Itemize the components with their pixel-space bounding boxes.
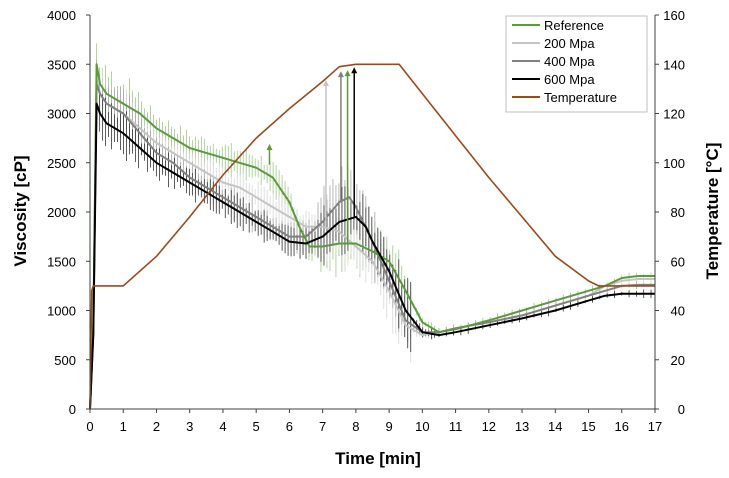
y-axis-title: Viscosity [cP] <box>11 155 30 266</box>
x-tick-label: 17 <box>648 419 662 434</box>
legend-label-400-mpa: 400 Mpa <box>544 54 595 69</box>
legend-label-200-mpa: 200 Mpa <box>544 36 595 51</box>
series-line-400-mpa <box>89 83 655 410</box>
x-axis-title: Time [min] <box>335 449 421 468</box>
y-tick-label: 3000 <box>47 107 76 122</box>
arrow-reference <box>344 70 351 244</box>
x-tick-label: 3 <box>186 419 193 434</box>
series-line-temperature <box>89 63 655 410</box>
x-tick-label: 10 <box>415 419 429 434</box>
y2-tick-label: 40 <box>671 304 685 319</box>
annotation-arrows <box>266 67 358 244</box>
y-tick-label: 3500 <box>47 57 76 72</box>
x-tick-label: 9 <box>386 419 393 434</box>
y-tick-label: 2500 <box>47 156 76 171</box>
arrow-reference <box>266 144 273 165</box>
arrow-head <box>322 79 329 86</box>
x-tick-label: 12 <box>482 419 496 434</box>
y2-tick-label: 20 <box>671 353 685 368</box>
x-tick-label: 4 <box>219 419 226 434</box>
y-tick-label: 1000 <box>47 304 76 319</box>
x-tick-label: 7 <box>319 419 326 434</box>
y2-tick-label: 60 <box>671 254 685 269</box>
x-tick-label: 13 <box>515 419 529 434</box>
arrow-head <box>344 70 351 77</box>
y-tick-label: 1500 <box>47 254 76 269</box>
legend-label-600-mpa: 600 Mpa <box>544 72 595 87</box>
y2-tick-label: 120 <box>663 107 685 122</box>
x-tick-label: 11 <box>449 419 463 434</box>
arrow-head <box>266 144 273 151</box>
x-tick-label: 6 <box>286 419 293 434</box>
y2-tick-label: 140 <box>663 57 685 72</box>
y-tick-label: 0 <box>69 402 76 417</box>
series-lines <box>89 63 655 410</box>
x-tick-label: 1 <box>120 419 127 434</box>
arrow-200-mpa <box>322 79 329 227</box>
series-line-600-mpa <box>89 102 655 410</box>
x-tick-label: 5 <box>253 419 260 434</box>
y2-tick-label: 80 <box>671 205 685 220</box>
arrow-400-mpa <box>337 71 344 203</box>
legend: Reference 200 Mpa 400 Mpa 600 Mpa Temperatur… <box>505 15 648 113</box>
y2-tick-label: 160 <box>663 8 685 23</box>
x-tick-label: 2 <box>153 419 160 434</box>
series-line-reference <box>89 63 655 410</box>
x-tick-label: 15 <box>581 419 595 434</box>
axes <box>86 14 659 413</box>
x-tick-label: 16 <box>615 419 629 434</box>
x-tick-label: 8 <box>352 419 359 434</box>
y2-tick-label: 100 <box>663 156 685 171</box>
tick-labels: 0 1 2 3 4 5 6 7 8 9 10 11 12 13 14 15 16 1705001000150020… <box>47 8 685 434</box>
x-tick-label: 0 <box>86 419 93 434</box>
arrow-head <box>337 71 344 78</box>
y-tick-label: 4000 <box>47 8 76 23</box>
y2-tick-label: 0 <box>678 402 685 417</box>
y-tick-label: 2000 <box>47 205 76 220</box>
legend-label-temperature: Temperature <box>544 90 617 105</box>
arrow-600-mpa <box>351 67 358 217</box>
y2-axis-title: Temperature [°C] <box>703 143 722 280</box>
legend-label-reference: Reference <box>544 18 604 33</box>
y-tick-label: 500 <box>54 353 76 368</box>
x-tick-label: 14 <box>548 419 562 434</box>
arrow-head <box>351 67 358 74</box>
